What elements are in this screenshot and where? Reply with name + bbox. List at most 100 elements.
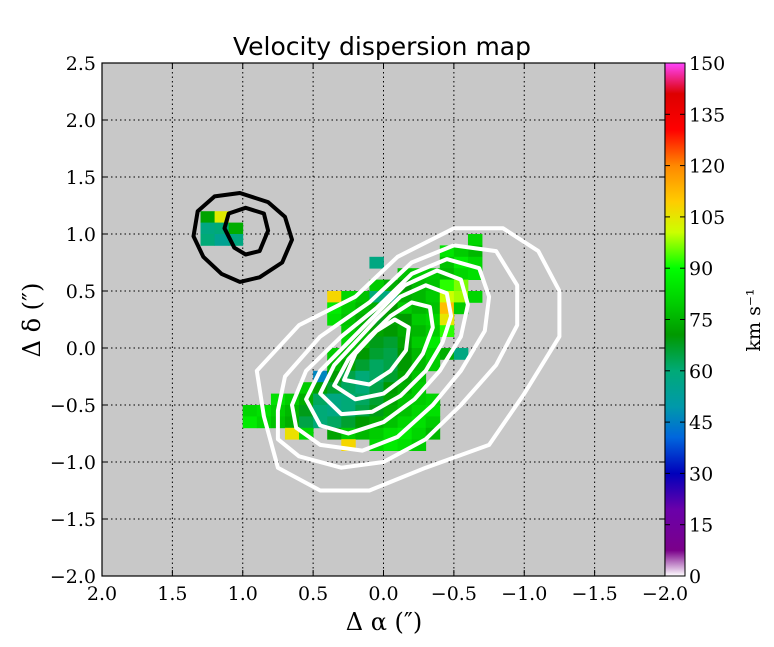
dispersion-pixel <box>369 427 384 440</box>
dispersion-pixel <box>200 211 215 223</box>
dispersion-pixel <box>397 393 413 406</box>
x-tick-label: −2.0 <box>642 583 688 605</box>
dispersion-pixel <box>369 256 384 269</box>
dispersion-pixel <box>397 405 413 417</box>
colorbar-tick-label: 105 <box>689 207 725 229</box>
dispersion-pixel <box>327 313 342 326</box>
x-tick-label: −0.5 <box>431 583 477 605</box>
y-tick-label: 1.5 <box>66 167 96 189</box>
dispersion-pixel <box>341 313 356 326</box>
dispersion-pixel <box>341 393 356 406</box>
x-tick-label: 1.5 <box>157 583 187 605</box>
dispersion-pixel <box>383 279 398 292</box>
y-tick-label: −1.0 <box>50 452 96 474</box>
dispersion-pixel <box>425 291 441 303</box>
dispersion-pixel <box>425 393 441 406</box>
dispersion-pixel <box>355 382 370 394</box>
white-contour-3 <box>290 257 492 453</box>
colorbar-tick-label: 135 <box>689 104 725 126</box>
dispersion-pixel <box>341 348 356 360</box>
dispersion-pixel <box>383 359 398 372</box>
dispersion-pixel <box>299 416 314 429</box>
dispersion-pixel <box>242 405 258 417</box>
dispersion-pixel <box>299 405 314 417</box>
dispersion-pixel <box>327 427 342 440</box>
colorbar-tick-label: 60 <box>689 361 713 383</box>
dispersion-pixel <box>411 325 427 337</box>
y-axis-ticks: 2.5 2.0 1.5 1.0 0.5 0.0 −0.5 −1.0 −1.5 −2.0 <box>50 53 665 588</box>
x-tick-label: 0.5 <box>298 583 328 605</box>
dispersion-pixel <box>467 234 483 246</box>
colorbar-tick-label: 150 <box>689 53 725 75</box>
dispersion-pixel <box>425 416 441 429</box>
colorbar-tick-label: 15 <box>689 515 713 537</box>
dispersion-pixel <box>439 245 455 258</box>
dispersion-pixel <box>467 291 483 303</box>
colorbar-label: km s⁻¹ <box>743 289 765 352</box>
dispersion-pixel <box>341 382 356 394</box>
y-tick-label: −1.5 <box>50 509 96 531</box>
white-contour-7 <box>342 317 411 387</box>
dispersion-pixel <box>369 370 384 383</box>
dispersion-pixel <box>383 348 398 360</box>
dispersion-pixel <box>425 359 441 372</box>
dispersion-pixel <box>242 416 258 429</box>
colorbar-tick-label: 45 <box>689 412 713 434</box>
x-axis-label: Δ α (″) <box>346 608 423 636</box>
y-tick-label: 0.5 <box>66 281 96 303</box>
dispersion-pixel <box>299 382 314 394</box>
dispersion-pixel <box>411 336 427 349</box>
x-tick-label: −1.5 <box>572 583 618 605</box>
x-tick-label: 2.0 <box>87 583 117 605</box>
dispersion-pixel <box>313 393 328 406</box>
dispersion-pixel <box>411 416 427 429</box>
dispersion-pixel <box>341 370 356 383</box>
dispersion-pixel <box>200 234 215 246</box>
dispersion-pixel <box>383 439 398 451</box>
dispersion-pixel <box>411 405 427 417</box>
x-tick-label: 0.0 <box>368 583 398 605</box>
dispersion-pixel <box>453 268 469 280</box>
dispersion-pixel <box>397 439 413 451</box>
black-contour-inner <box>222 205 271 257</box>
chart-title: Velocity dispersion map <box>233 32 531 61</box>
dispersion-pixel <box>341 405 356 417</box>
colorbar-tick-label: 0 <box>689 566 701 588</box>
dispersion-pixel <box>200 222 215 235</box>
dispersion-pixel <box>383 370 398 383</box>
dispersion-pixel <box>383 427 398 440</box>
dispersion-pixel <box>383 336 398 349</box>
white-contour-2 <box>275 243 520 470</box>
dispersion-pixel <box>425 302 441 315</box>
y-tick-label: 1.0 <box>66 224 96 246</box>
dispersion-pixel <box>313 382 328 394</box>
dispersion-pixel <box>355 359 370 372</box>
y-axis-label: Δ δ (″) <box>18 283 46 358</box>
white-contour-4 <box>304 268 470 436</box>
dispersion-pixel <box>214 222 230 235</box>
dispersion-pixel <box>425 348 441 360</box>
dispersion-pixel <box>397 325 413 337</box>
dispersion-pixel <box>214 234 230 246</box>
dispersion-pixel <box>453 302 469 315</box>
dispersion-pixel <box>341 416 356 429</box>
dispersion-pixel <box>397 427 413 440</box>
y-tick-label: 0.0 <box>66 338 96 360</box>
dispersion-pixel <box>397 416 413 429</box>
dispersion-pixel <box>411 313 427 326</box>
dispersion-pixel <box>383 405 398 417</box>
dispersion-pixel <box>355 325 370 337</box>
dispersion-pixel <box>341 302 356 315</box>
white-contour-1 <box>254 226 562 493</box>
y-tick-label: 2.5 <box>66 53 96 75</box>
dispersion-pixel <box>453 348 469 360</box>
dispersion-pixel <box>327 370 342 383</box>
dispersion-pixel <box>425 405 441 417</box>
dispersion-pixel <box>397 313 413 326</box>
dispersion-pixel <box>439 279 455 292</box>
dispersion-pixel <box>411 302 427 315</box>
dispersion-pixel <box>341 291 356 303</box>
